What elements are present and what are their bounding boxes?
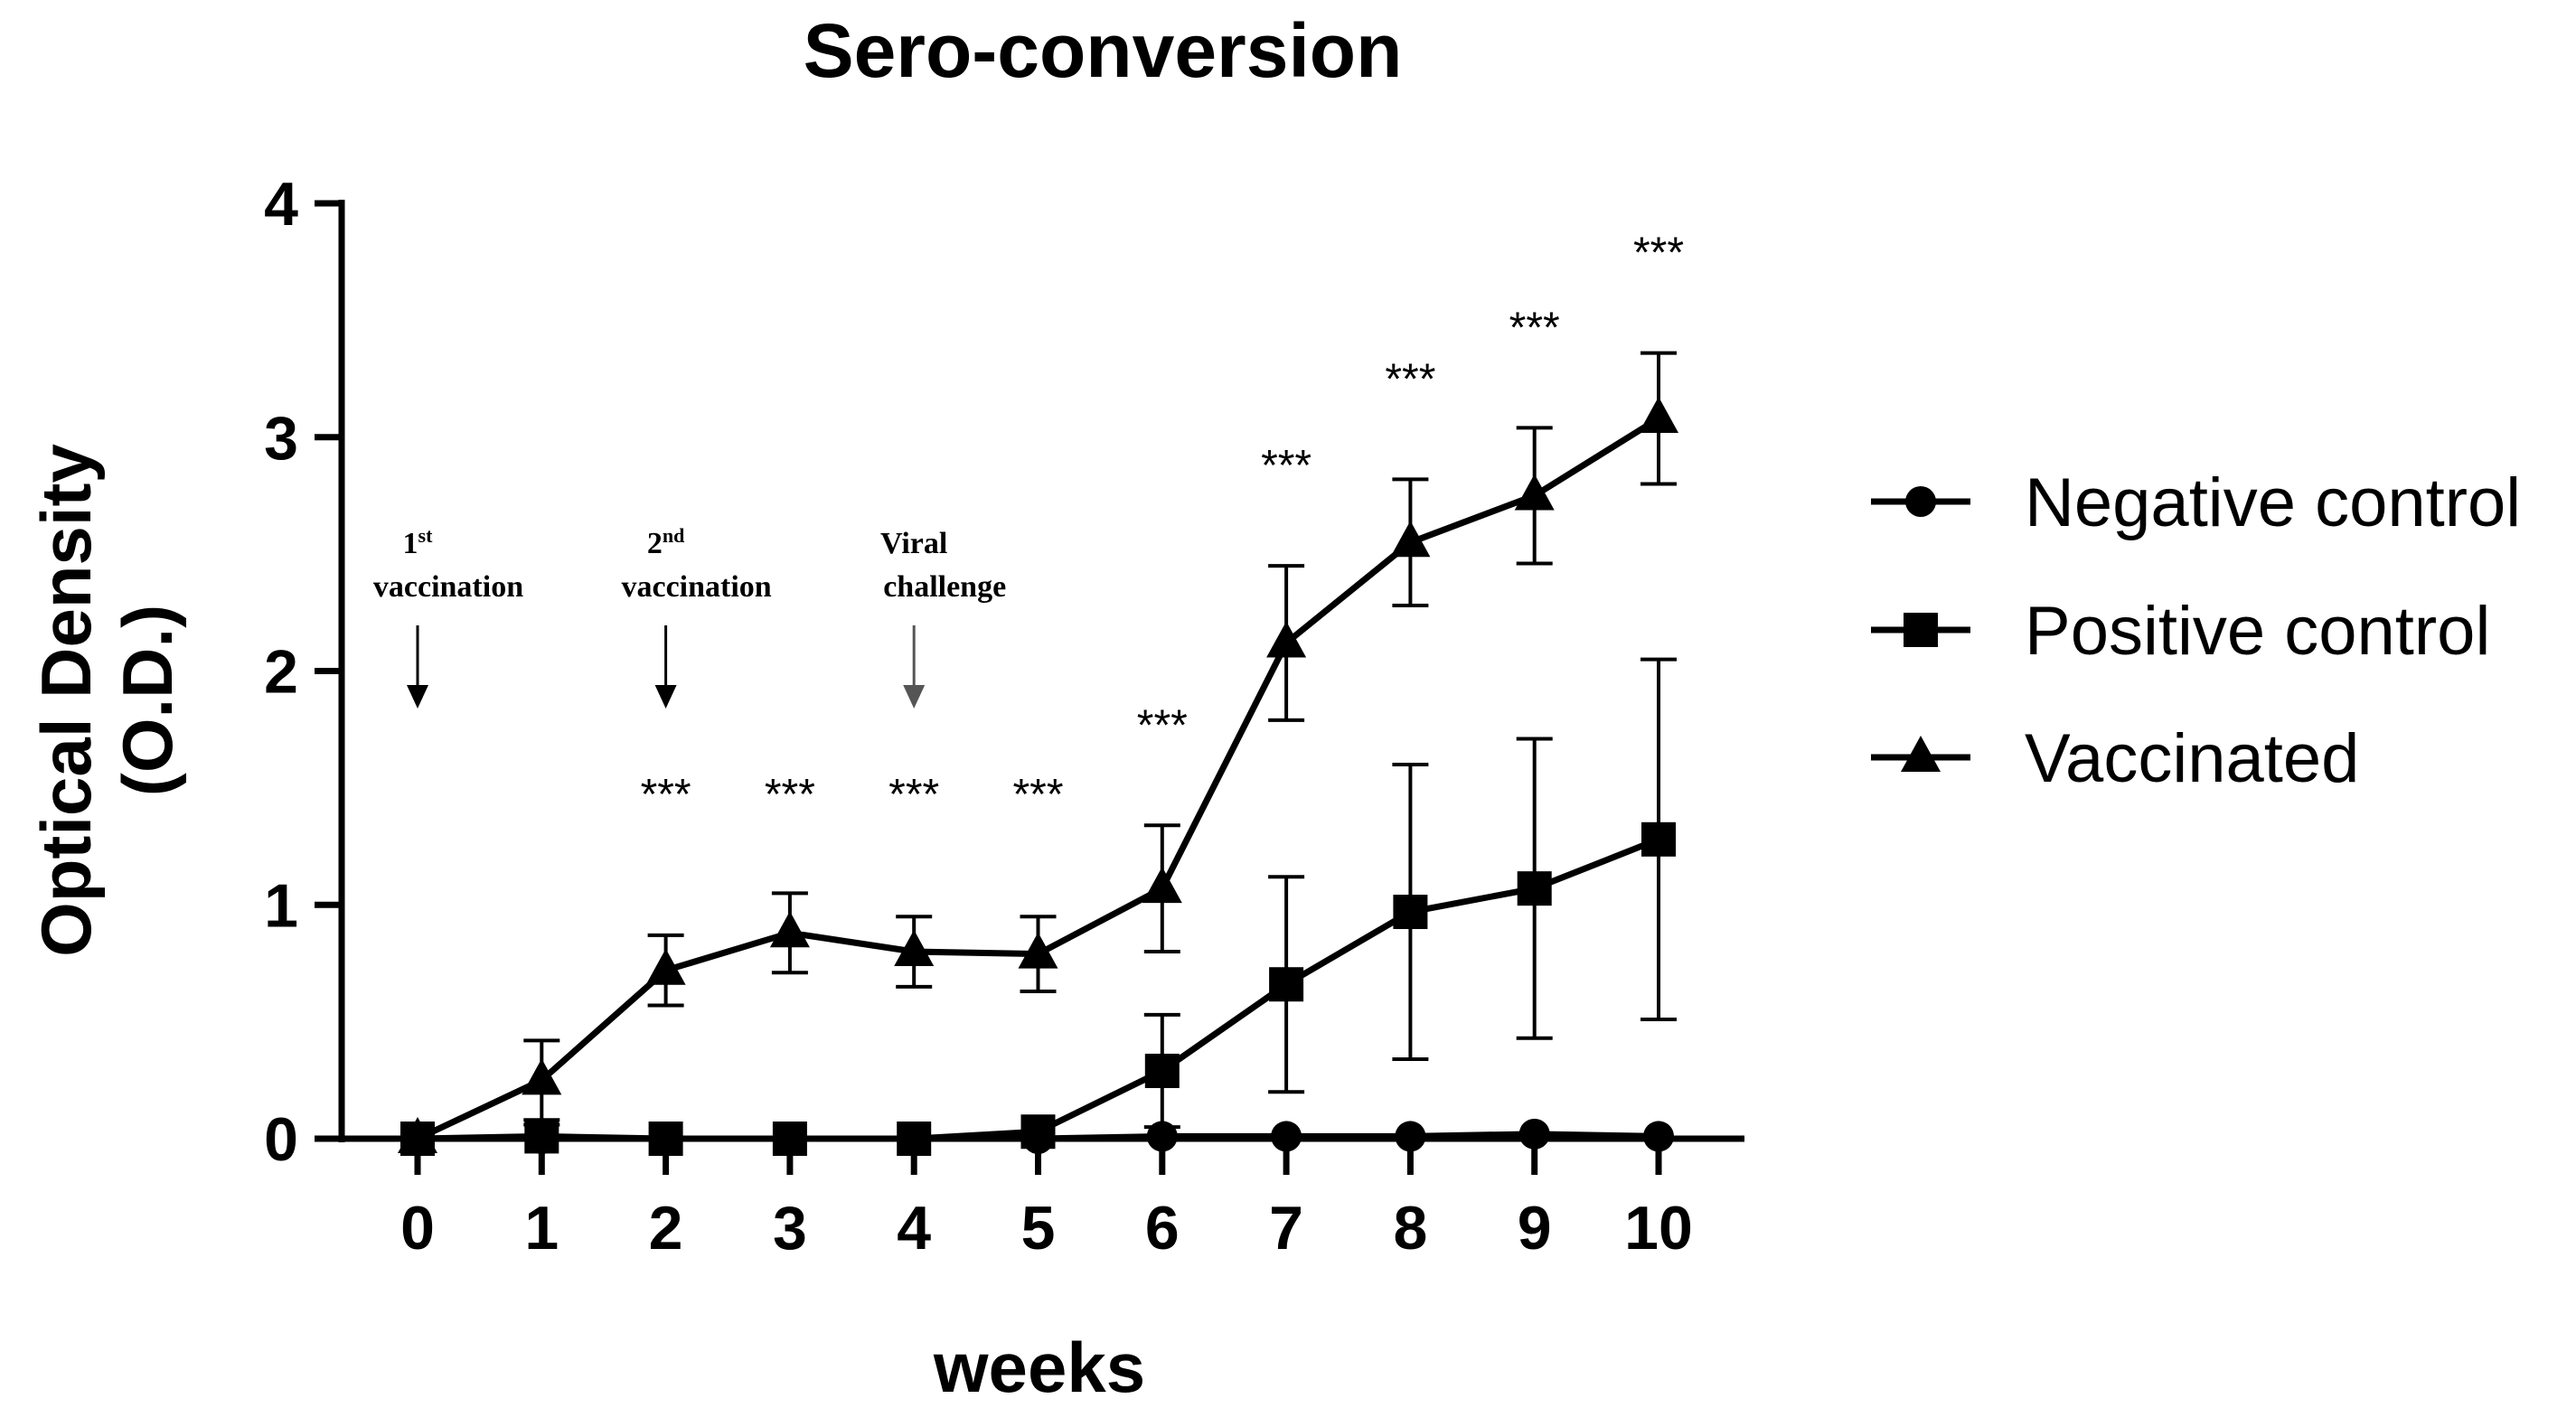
- significance-label: ***: [1633, 230, 1684, 277]
- data-point-triangle: [1142, 867, 1182, 904]
- data-point-square: [1641, 821, 1676, 857]
- x-axis-label: weeks: [933, 1328, 1145, 1407]
- data-point-circle: [1395, 1121, 1426, 1152]
- y-tick-label: 3: [264, 404, 298, 473]
- significance-label: ***: [1012, 771, 1063, 819]
- legend-item-triangle: Vaccinated: [1871, 720, 2359, 797]
- data-point-square: [1517, 871, 1552, 906]
- data-point-triangle: [1639, 397, 1678, 434]
- data-point-circle: [1271, 1121, 1302, 1152]
- x-tick-label: 0: [400, 1194, 435, 1263]
- y-tick-label: 4: [264, 170, 298, 239]
- y-axis-label-line2: (O.D.): [108, 605, 187, 796]
- data-point-square: [1269, 967, 1304, 1002]
- data-point-square: [772, 1122, 807, 1156]
- annotation-line1-main: 1: [403, 527, 418, 560]
- y-tick-label: 0: [264, 1105, 298, 1174]
- annotation-line1: Viral: [880, 527, 947, 560]
- annotation-0: 1st vaccination: [373, 524, 523, 709]
- x-tick-label: 8: [1393, 1194, 1427, 1263]
- annotation-line1-main: 2: [647, 527, 663, 560]
- data-point-square: [648, 1122, 683, 1156]
- legend-label: Positive control: [2025, 593, 2490, 670]
- data-point-triangle: [769, 911, 810, 948]
- x-tick-label: 2: [649, 1194, 683, 1263]
- annotation-arrowhead: [654, 685, 677, 709]
- significance-label: ***: [765, 771, 815, 819]
- data-point-triangle: [522, 1058, 562, 1095]
- annotation-arrowhead: [903, 685, 926, 709]
- x-tick-label: 5: [1021, 1194, 1056, 1263]
- legend-marker: [1905, 486, 1936, 517]
- annotation-1: 2nd vaccination: [621, 524, 772, 709]
- significance-label: ***: [1261, 442, 1312, 490]
- x-tick-label: 1: [524, 1194, 559, 1263]
- x-tick-label: 4: [897, 1194, 931, 1263]
- x-tick-label: 3: [773, 1194, 807, 1263]
- data-point-square: [897, 1122, 932, 1156]
- data-point-triangle: [1390, 521, 1431, 558]
- data-point-triangle: [1266, 621, 1307, 658]
- significance-label: ***: [1509, 304, 1560, 352]
- significance-label: ***: [1385, 355, 1435, 403]
- series-markers: [398, 397, 1678, 1156]
- annotation-line1-superscript: nd: [663, 524, 684, 547]
- significance-label: ***: [1137, 701, 1188, 749]
- y-tick-label: 1: [264, 871, 298, 940]
- data-point-triangle: [1018, 932, 1058, 969]
- significance-label: ***: [641, 771, 691, 819]
- data-point-triangle: [1514, 474, 1555, 511]
- legend-label: Vaccinated: [2025, 720, 2359, 797]
- data-point-square: [524, 1119, 559, 1154]
- legend-item-circle: Negative control: [1871, 465, 2521, 541]
- annotation-line1: 1st: [403, 524, 434, 560]
- annotation-2: Viral challenge: [880, 527, 1006, 709]
- significance-labels: *** *** *** *** *** *** *** *** ***: [641, 230, 1684, 819]
- data-point-triangle: [894, 930, 935, 966]
- legend-marker: [1901, 736, 1941, 772]
- y-axis-label: Optical Density (O.D.): [26, 444, 187, 957]
- annotation-arrowhead: [407, 685, 428, 709]
- x-tick-label: 7: [1269, 1194, 1303, 1263]
- annotations: 1st vaccination 2nd vaccination Viral challen…: [373, 524, 1006, 709]
- x-tick-label: 10: [1624, 1194, 1693, 1263]
- data-point-square: [1144, 1053, 1180, 1088]
- annotation-line1-superscript: st: [418, 524, 434, 547]
- annotation-line2: vaccination: [373, 570, 523, 604]
- x-tick-label: 9: [1518, 1194, 1552, 1263]
- y-axis-label-line1: Optical Density: [26, 444, 106, 957]
- data-point-square: [1020, 1114, 1056, 1150]
- annotation-line1: 2nd: [647, 524, 684, 560]
- legend: Negative control Positive control Vaccinat…: [1871, 465, 2521, 797]
- error-bars: [523, 351, 1677, 1139]
- significance-label: ***: [888, 771, 939, 819]
- data-point-triangle: [398, 1117, 437, 1153]
- chart-title: Sero-conversion: [804, 8, 1403, 93]
- y-tick-label: 2: [264, 638, 298, 707]
- data-point-circle: [1643, 1121, 1674, 1152]
- annotation-line2: vaccination: [621, 570, 771, 604]
- legend-marker: [1904, 613, 1938, 647]
- annotation-line1-main: Viral: [880, 527, 947, 560]
- legend-item-square: Positive control: [1871, 593, 2490, 670]
- x-tick-label: 6: [1145, 1194, 1180, 1263]
- data-point-triangle: [645, 948, 686, 985]
- data-point-circle: [1146, 1121, 1178, 1152]
- data-point-circle: [1518, 1118, 1550, 1150]
- data-point-square: [1393, 895, 1428, 930]
- legend-label: Negative control: [2025, 465, 2521, 541]
- annotation-line2: challenge: [883, 570, 1006, 604]
